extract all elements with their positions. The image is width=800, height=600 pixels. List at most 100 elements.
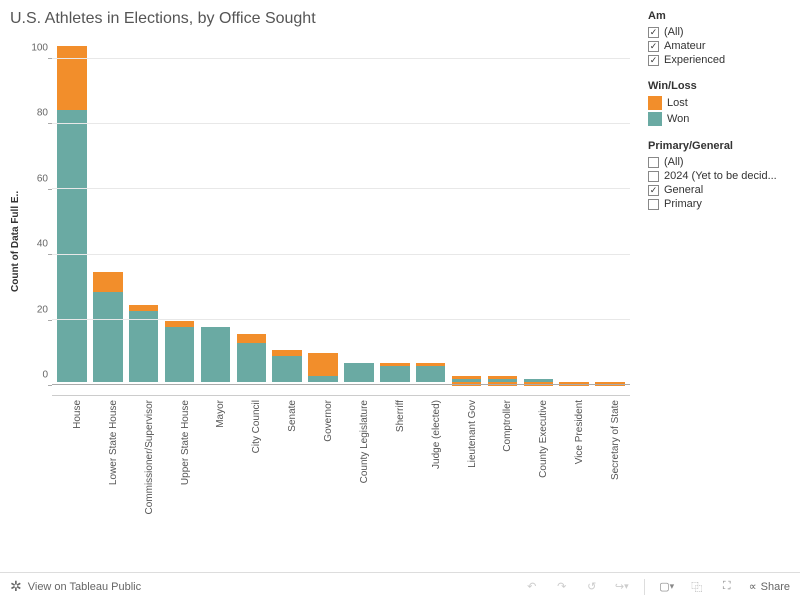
filter-pg-item[interactable]: 2024 (Yet to be decid... — [648, 170, 788, 182]
bar-col[interactable] — [233, 36, 269, 392]
filter-am-title: Am — [648, 10, 788, 22]
bar — [416, 36, 445, 382]
legend-item[interactable]: Lost — [648, 96, 788, 110]
filter-am-item[interactable]: ✓ (All) — [648, 26, 788, 38]
share-button[interactable]: ∝ Share — [749, 580, 790, 593]
bar-col[interactable] — [269, 36, 305, 392]
checkbox-icon — [648, 171, 659, 182]
present-icon[interactable]: ▢▾ — [659, 579, 675, 595]
filter-am-label: (All) — [664, 26, 684, 38]
fullscreen-icon[interactable]: ⛶ — [719, 579, 735, 595]
bar-col[interactable] — [341, 36, 377, 392]
checkbox-icon: ✓ — [648, 55, 659, 66]
bar-segment-won — [93, 292, 122, 383]
bar — [237, 36, 266, 382]
bar — [272, 36, 301, 382]
filter-pg-label: Primary — [664, 198, 702, 210]
filter-am-item[interactable]: ✓ Experienced — [648, 54, 788, 66]
bar — [57, 36, 86, 382]
view-on-tableau-label: View on Tableau Public — [28, 581, 141, 593]
view-on-tableau-link[interactable]: ✲ View on Tableau Public — [10, 578, 141, 595]
bar-col[interactable] — [126, 36, 162, 392]
bar-segment-won — [272, 356, 301, 382]
x-tick-label: County Legislature — [359, 400, 370, 483]
checkbox-icon — [648, 199, 659, 210]
checkbox-icon: ✓ — [648, 27, 659, 38]
x-tick-label: Commissioner/Supervisor — [144, 400, 155, 514]
bar-col[interactable] — [449, 36, 485, 392]
filter-pg-item[interactable]: Primary — [648, 198, 788, 210]
x-tick-label: County Executive — [538, 400, 549, 478]
y-tick-label: 60 — [37, 173, 48, 184]
bar — [452, 36, 481, 382]
bar-segment-won — [344, 363, 373, 382]
bar-segment-won — [416, 366, 445, 382]
bar — [595, 36, 624, 382]
y-tick-label: 40 — [37, 239, 48, 250]
bar-segment-won — [380, 366, 409, 382]
bar-col[interactable] — [520, 36, 556, 392]
filter-pg-label: (All) — [664, 156, 684, 168]
filter-pg-title: Primary/General — [648, 140, 788, 152]
legend-winloss: Win/Loss Lost Won — [648, 80, 788, 126]
x-tick-label: Lieutenant Gov — [467, 400, 478, 468]
toolbar-separator — [644, 579, 645, 595]
y-tick-label: 20 — [37, 304, 48, 315]
filter-am: Am ✓ (All) ✓Amateur ✓ Experienced — [648, 10, 788, 66]
share-icon: ∝ — [749, 580, 757, 593]
x-tick-label: City Council — [251, 400, 262, 453]
bar-segment-lost — [93, 272, 122, 291]
bar — [93, 36, 122, 382]
filter-pg-item[interactable]: ✓General — [648, 184, 788, 196]
chart-title: U.S. Athletes in Elections, by Office So… — [10, 10, 640, 28]
x-tick-label: Upper State House — [180, 400, 191, 485]
download-icon[interactable]: ⿻ — [689, 579, 705, 595]
bar-col[interactable] — [198, 36, 234, 392]
legend-label: Lost — [667, 97, 688, 109]
bar-segment-won — [129, 311, 158, 382]
gridline — [52, 319, 630, 320]
filter-pg-label: General — [664, 184, 703, 196]
bar-col[interactable] — [90, 36, 126, 392]
replay-icon[interactable]: ↺ — [584, 579, 600, 595]
undo-icon[interactable]: ↶ — [524, 579, 540, 595]
y-tick-label: 80 — [37, 108, 48, 119]
gridline — [52, 58, 630, 59]
x-tick-label: Senate — [287, 400, 298, 432]
share-label: Share — [761, 581, 790, 593]
bar-col[interactable] — [413, 36, 449, 392]
bar-segment-won — [237, 343, 266, 382]
filter-am-item[interactable]: ✓Amateur — [648, 40, 788, 52]
legend-item[interactable]: Won — [648, 112, 788, 126]
bar-col[interactable] — [485, 36, 521, 392]
bar-col[interactable] — [377, 36, 413, 392]
y-tick-label: 100 — [31, 42, 48, 53]
bar-col[interactable] — [556, 36, 592, 392]
x-tick-label: Vice President — [574, 400, 585, 464]
legend-winloss-title: Win/Loss — [648, 80, 788, 92]
bar — [129, 36, 158, 382]
bar-col[interactable] — [305, 36, 341, 392]
gridline — [52, 254, 630, 255]
gridline — [52, 188, 630, 189]
bar-col[interactable] — [162, 36, 198, 392]
redo-icon[interactable]: ↷ — [554, 579, 570, 595]
legend-swatch — [648, 112, 662, 126]
gridline — [52, 123, 630, 124]
x-tick-label: House — [72, 400, 83, 429]
bar-col[interactable] — [592, 36, 628, 392]
x-tick-label: Lower State House — [108, 400, 119, 485]
x-tick-label: Governor — [323, 400, 334, 442]
y-tick-label: 0 — [42, 370, 48, 381]
chart-area: U.S. Athletes in Elections, by Office So… — [0, 0, 640, 560]
forward-icon[interactable]: ↪▾ — [614, 579, 630, 595]
filter-pg-item[interactable]: (All) — [648, 156, 788, 168]
x-tick-label: Secretary of State — [610, 400, 621, 480]
bar — [308, 36, 337, 382]
x-tick-label: Mayor — [215, 400, 226, 428]
plot-area — [52, 36, 630, 396]
bar-col[interactable] — [54, 36, 90, 392]
filter-am-label: Amateur — [664, 40, 706, 52]
filter-am-label: Experienced — [664, 54, 725, 66]
bar-segment-won — [165, 327, 194, 382]
